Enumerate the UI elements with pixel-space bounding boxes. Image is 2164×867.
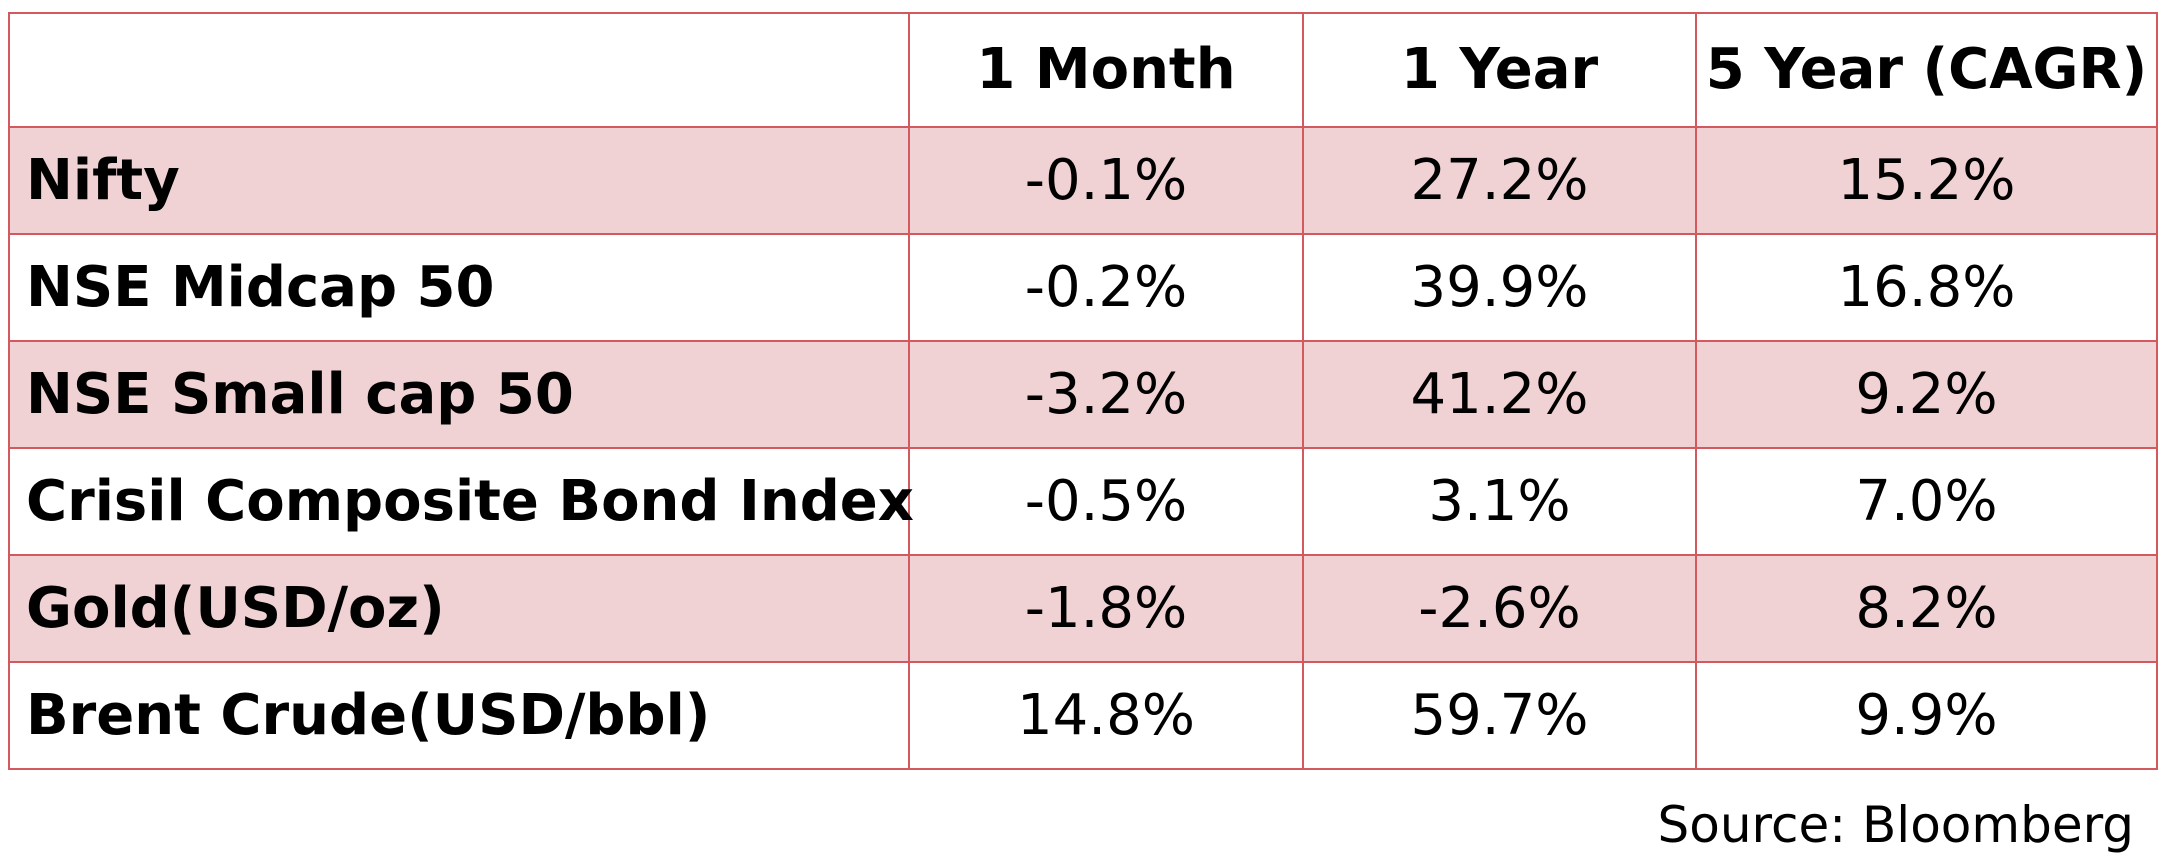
table-row: Brent Crude(USD/bbl) 14.8% 59.7% 9.9% <box>8 661 2158 770</box>
return-5-year-cagr: 8.2% <box>1695 554 2158 663</box>
return-1-month: -1.8% <box>908 554 1304 663</box>
table-row: Crisil Composite Bond Index -0.5% 3.1% 7… <box>8 447 2158 556</box>
return-1-year: 39.9% <box>1302 233 1697 342</box>
return-1-year: 41.2% <box>1302 340 1697 449</box>
return-5-year-cagr: 15.2% <box>1695 126 2158 235</box>
header-name <box>8 12 910 128</box>
row-label: NSE Midcap 50 <box>8 233 910 342</box>
header-1-month: 1 Month <box>908 12 1304 128</box>
row-label: Nifty <box>8 126 910 235</box>
header-1-year: 1 Year <box>1302 12 1697 128</box>
return-1-month: -3.2% <box>908 340 1304 449</box>
return-5-year-cagr: 9.2% <box>1695 340 2158 449</box>
return-1-year: 3.1% <box>1302 447 1697 556</box>
return-5-year-cagr: 9.9% <box>1695 661 2158 770</box>
return-1-month: 14.8% <box>908 661 1304 770</box>
header-row: 1 Month 1 Year 5 Year (CAGR) <box>8 12 2158 128</box>
return-5-year-cagr: 7.0% <box>1695 447 2158 556</box>
row-label: Gold(USD/oz) <box>8 554 910 663</box>
row-label: Crisil Composite Bond Index <box>8 447 914 556</box>
return-1-month: -0.2% <box>908 233 1304 342</box>
return-1-month: -0.1% <box>908 126 1304 235</box>
return-1-year: 27.2% <box>1302 126 1697 235</box>
return-1-month: -0.5% <box>908 447 1304 556</box>
return-5-year-cagr: 16.8% <box>1695 233 2158 342</box>
header-5-year-cagr: 5 Year (CAGR) <box>1695 12 2158 128</box>
table-header: 1 Month 1 Year 5 Year (CAGR) <box>8 12 2158 128</box>
row-label: Brent Crude(USD/bbl) <box>8 661 910 770</box>
table-row: NSE Midcap 50 -0.2% 39.9% 16.8% <box>8 233 2158 342</box>
table-row: NSE Small cap 50 -3.2% 41.2% 9.2% <box>8 340 2158 449</box>
row-label: NSE Small cap 50 <box>8 340 910 449</box>
return-1-year: 59.7% <box>1302 661 1697 770</box>
source-note: Source: Bloomberg <box>1657 796 2134 854</box>
table-body: Nifty -0.1% 27.2% 15.2% NSE Midcap 50 -0… <box>8 126 2158 770</box>
table-row: Nifty -0.1% 27.2% 15.2% <box>8 126 2158 235</box>
returns-table: 1 Month 1 Year 5 Year (CAGR) Nifty -0.1%… <box>8 12 2158 770</box>
table-row: Gold(USD/oz) -1.8% -2.6% 8.2% <box>8 554 2158 663</box>
return-1-year: -2.6% <box>1302 554 1697 663</box>
